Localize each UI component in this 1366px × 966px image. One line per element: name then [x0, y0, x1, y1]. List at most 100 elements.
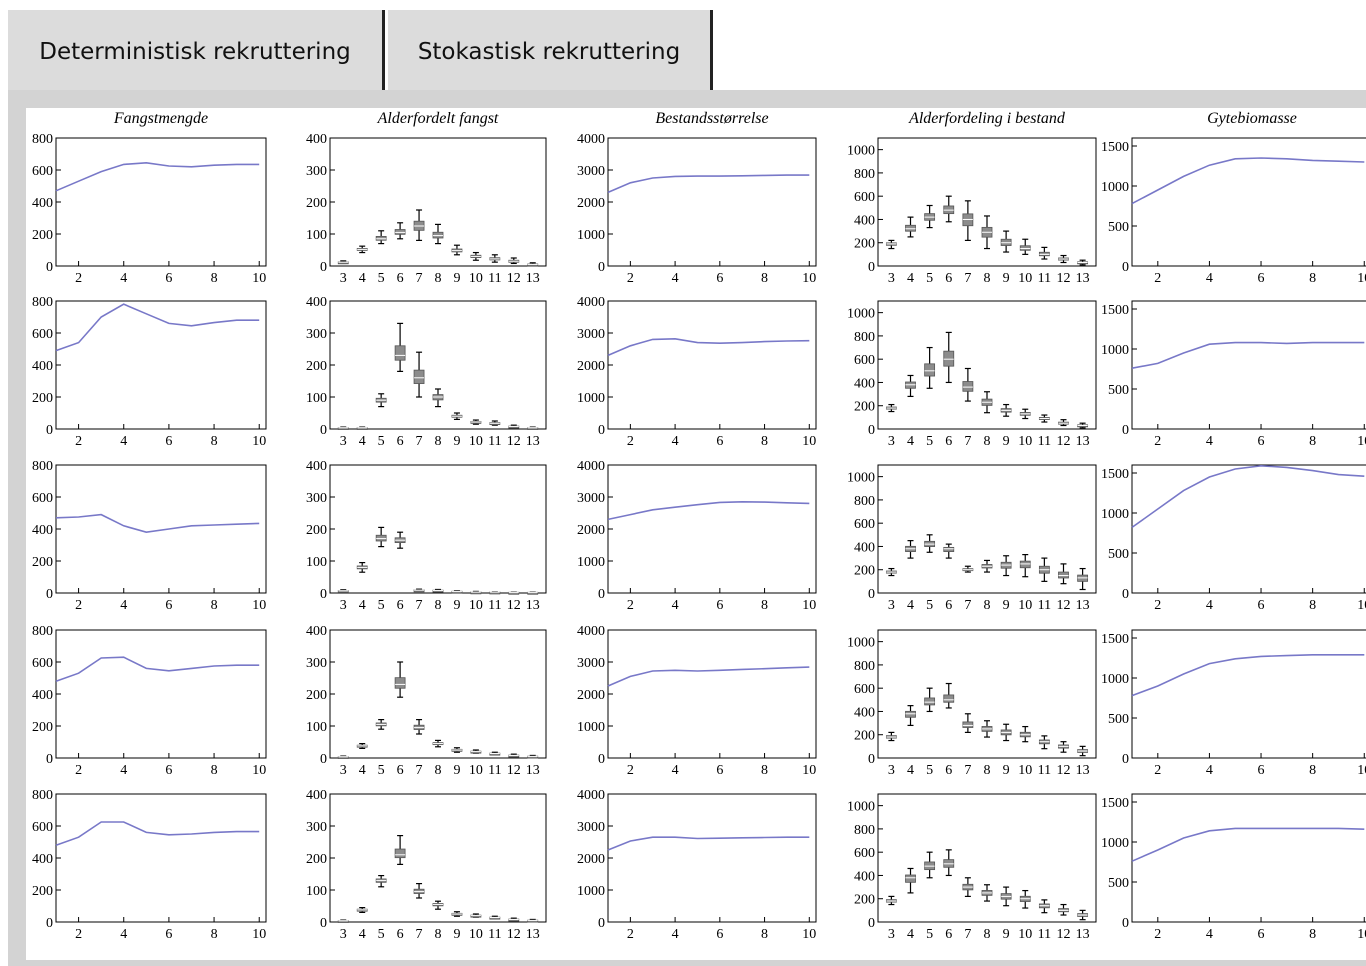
x-tick-label: 11 [488, 763, 501, 778]
plot-frame [607, 464, 817, 594]
x-tick-label: 10 [469, 763, 483, 778]
panel-r3-c1: 0 100 200 300 400 3 4 5 6 7 8 9 10 11 12 13 [306, 624, 547, 778]
series-line [55, 161, 260, 192]
box-body [905, 710, 916, 718]
x-tick-label: 4 [672, 271, 679, 286]
tab-bar: Deterministisk rekruttering Stokastisk r… [0, 0, 1366, 95]
y-tick-label: 3000 [577, 164, 605, 179]
box-body [1058, 571, 1069, 579]
x-tick-label: 7 [416, 927, 423, 942]
x-tick-label: 9 [1003, 434, 1010, 449]
y-tick-label: 400 [306, 132, 327, 147]
panel-r1-c4: 0 500 1000 1500 2 4 6 8 10 [1101, 300, 1366, 449]
plot-frame [877, 137, 1097, 267]
x-tick-label: 7 [416, 271, 423, 286]
y-tick-label: 600 [32, 164, 53, 179]
y-tick-label: 2000 [577, 852, 605, 867]
y-tick-label: 400 [854, 869, 875, 884]
x-tick-label: 6 [397, 763, 404, 778]
y-tick-label: 800 [854, 494, 875, 509]
y-tick-label: 300 [306, 820, 327, 835]
x-tick-label: 4 [359, 271, 366, 286]
x-tick-label: 4 [907, 434, 914, 449]
panel-r2-c4: 0 500 1000 1500 2 4 6 8 10 [1101, 464, 1366, 613]
x-tick-label: 13 [1076, 271, 1090, 286]
y-tick-label: 200 [854, 893, 875, 908]
x-tick-label: 2 [75, 927, 82, 942]
y-tick-label: 2000 [577, 688, 605, 703]
panel-r4-c3: 0 200 400 600 800 1000 3 4 5 6 7 8 9 10 11 12 13 [847, 793, 1097, 942]
x-tick-label: 7 [416, 434, 423, 449]
y-tick-label: 400 [32, 852, 53, 867]
x-tick-label: 7 [416, 598, 423, 613]
x-tick-label: 8 [435, 434, 442, 449]
x-tick-label: 4 [359, 927, 366, 942]
x-tick-label: 12 [507, 763, 521, 778]
y-tick-label: 0 [598, 260, 605, 275]
y-tick-label: 1000 [847, 307, 875, 322]
y-tick-label: 1500 [1101, 140, 1129, 155]
plot-frame [55, 464, 267, 594]
x-tick-label: 6 [716, 434, 723, 449]
x-tick-label: 9 [1003, 927, 1010, 942]
x-tick-label: 10 [1357, 927, 1366, 942]
x-tick-label: 5 [926, 763, 933, 778]
y-tick-label: 0 [1122, 752, 1129, 767]
y-tick-label: 1000 [577, 720, 605, 735]
x-tick-label: 10 [469, 434, 483, 449]
x-tick-label: 11 [1038, 598, 1051, 613]
box-body [943, 694, 955, 703]
x-tick-label: 13 [526, 434, 540, 449]
plot-frame [329, 629, 547, 759]
panel-r3-c2: 0 1000 2000 3000 4000 2 4 6 8 10 [577, 624, 817, 778]
series-line [607, 174, 810, 194]
y-tick-label: 1000 [577, 884, 605, 899]
y-tick-label: 0 [598, 916, 605, 931]
y-tick-label: 500 [1108, 712, 1129, 727]
series-line [1131, 827, 1365, 862]
box-body [905, 874, 916, 883]
y-tick-label: 800 [32, 295, 53, 310]
chart-title-3: Alderfordeling i bestand [908, 110, 1066, 127]
y-tick-label: 1000 [1101, 836, 1129, 851]
x-tick-label: 6 [397, 598, 404, 613]
y-tick-label: 400 [854, 213, 875, 228]
y-tick-label: 4000 [577, 459, 605, 474]
plot-frame [877, 793, 1097, 923]
x-tick-label: 2 [627, 927, 634, 942]
tab-stokastisk-rekruttering[interactable]: Stokastisk rekruttering [388, 10, 713, 90]
tab-deterministisk-rekruttering[interactable]: Deterministisk rekruttering [8, 10, 385, 90]
x-tick-label: 10 [252, 271, 266, 286]
x-tick-label: 10 [469, 927, 483, 942]
y-tick-label: 0 [868, 916, 875, 931]
box-body [924, 697, 936, 706]
x-tick-label: 10 [1357, 763, 1366, 778]
y-tick-label: 800 [854, 659, 875, 674]
box-body [1019, 560, 1031, 569]
y-tick-label: 1000 [1101, 343, 1129, 358]
box-body [394, 848, 406, 859]
plot-frame [1131, 300, 1366, 430]
x-tick-label: 12 [1056, 927, 1070, 942]
x-tick-label: 4 [672, 598, 679, 613]
y-tick-label: 1000 [577, 391, 605, 406]
x-tick-label: 12 [507, 434, 521, 449]
panel-r3-c3: 0 200 400 600 800 1000 3 4 5 6 7 8 9 10 11 12 13 [847, 629, 1097, 778]
box-body [394, 345, 406, 361]
x-tick-label: 6 [1258, 598, 1265, 613]
x-tick-label: 10 [252, 763, 266, 778]
chart-title-0: Fangstmengde [113, 110, 208, 127]
y-tick-label: 800 [854, 823, 875, 838]
x-tick-label: 5 [378, 763, 385, 778]
x-tick-label: 4 [907, 927, 914, 942]
y-tick-label: 2000 [577, 523, 605, 538]
y-tick-label: 0 [320, 916, 327, 931]
y-tick-label: 200 [306, 523, 327, 538]
x-tick-label: 10 [252, 927, 266, 942]
x-tick-label: 4 [120, 271, 127, 286]
x-tick-label: 8 [435, 763, 442, 778]
y-tick-label: 3000 [577, 820, 605, 835]
x-tick-label: 8 [211, 598, 218, 613]
y-tick-label: 0 [46, 587, 53, 602]
x-tick-label: 4 [672, 927, 679, 942]
